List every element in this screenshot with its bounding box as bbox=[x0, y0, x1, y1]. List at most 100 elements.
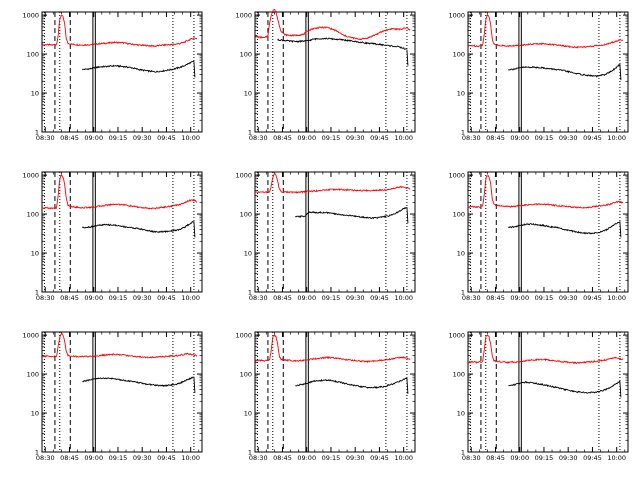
lld-series-line bbox=[41, 174, 198, 210]
y-tick-label: 100 bbox=[453, 211, 465, 219]
plot-frame bbox=[467, 171, 629, 293]
plot-frame bbox=[254, 331, 416, 453]
events-series-line bbox=[82, 376, 194, 388]
panel-det-7: 1 10 100 1000 08:30 08:45 09:00 09:15 09:30 09:45… bbox=[22, 331, 203, 462]
plot-frame bbox=[254, 11, 416, 133]
y-tick-label: 10 bbox=[457, 410, 465, 418]
x-tick-label: 09:00 bbox=[84, 134, 103, 142]
x-tick-label: 08:30 bbox=[36, 294, 55, 302]
y-tick-label: 10 bbox=[457, 90, 465, 98]
y-tick-label: 1000 bbox=[22, 172, 39, 180]
x-tick-label: 09:00 bbox=[297, 454, 316, 462]
lld-series-line bbox=[467, 334, 624, 365]
x-tick-label: 10:00 bbox=[181, 134, 200, 142]
x-tick-label: 08:45 bbox=[486, 134, 505, 142]
panel-det-4: 1 10 100 1000 08:30 08:45 09:00 09:15 09:30 09:45… bbox=[22, 171, 203, 302]
x-tick-label: 09:00 bbox=[510, 294, 529, 302]
events-series-tail bbox=[193, 221, 196, 238]
y-tick-label: 1 bbox=[35, 289, 39, 297]
y-tick-label: 100 bbox=[453, 371, 465, 379]
x-tick-label: 08:30 bbox=[462, 134, 481, 142]
y-tick-label: 100 bbox=[240, 371, 252, 379]
y-tick-label: 10 bbox=[244, 410, 252, 418]
y-tick-label: 100 bbox=[453, 51, 465, 59]
x-tick-label: 08:30 bbox=[249, 294, 268, 302]
y-tick-label: 100 bbox=[27, 371, 39, 379]
x-tick-label: 09:30 bbox=[559, 294, 578, 302]
x-tick-label: 10:00 bbox=[181, 454, 200, 462]
events-series-tail bbox=[193, 61, 196, 78]
events-series-line bbox=[277, 37, 407, 50]
y-tick-label: 1000 bbox=[448, 12, 465, 20]
panel-det-5: 1 10 100 1000 08:30 08:45 09:00 09:15 09:30 09:45… bbox=[235, 171, 416, 302]
panel-det-2: 1 10 100 1000 08:30 08:45 09:00 09:15 09:30 09:45… bbox=[235, 8, 416, 142]
panel-det-3: 1 10 100 1000 08:30 08:45 09:00 09:15 09:30 09:45… bbox=[448, 11, 629, 142]
y-tick-label: 1 bbox=[248, 449, 252, 457]
x-tick-label: 08:30 bbox=[36, 454, 55, 462]
events-series-tail bbox=[406, 207, 409, 224]
x-tick-label: 09:30 bbox=[346, 454, 365, 462]
x-tick-label: 09:15 bbox=[109, 134, 128, 142]
x-tick-label: 09:15 bbox=[322, 454, 341, 462]
x-tick-label: 10:00 bbox=[181, 294, 200, 302]
x-tick-label: 08:45 bbox=[273, 134, 292, 142]
x-tick-label: 09:30 bbox=[133, 454, 152, 462]
x-tick-label: 09:30 bbox=[133, 134, 152, 142]
panel-det-8: 1 10 100 1000 08:30 08:45 09:00 09:15 09:30 09:45… bbox=[235, 331, 416, 462]
y-tick-label: 1 bbox=[461, 449, 465, 457]
x-tick-label: 09:00 bbox=[84, 454, 103, 462]
x-tick-label: 10:00 bbox=[607, 294, 626, 302]
y-tick-label: 1 bbox=[248, 129, 252, 137]
plot-frame bbox=[41, 11, 203, 133]
lld-series-line bbox=[41, 14, 198, 48]
y-tick-label: 10 bbox=[244, 250, 252, 258]
y-tick-label: 1 bbox=[248, 289, 252, 297]
x-tick-label: 09:45 bbox=[157, 294, 176, 302]
y-tick-label: 100 bbox=[27, 211, 39, 219]
events-series-line bbox=[508, 380, 621, 394]
x-tick-label: 08:30 bbox=[462, 454, 481, 462]
x-tick-label: 08:45 bbox=[60, 134, 79, 142]
events-series-line bbox=[82, 221, 194, 234]
events-series-tail bbox=[619, 221, 622, 238]
y-tick-label: 1000 bbox=[22, 12, 39, 20]
y-tick-label: 1000 bbox=[22, 332, 39, 340]
x-tick-label: 09:15 bbox=[109, 454, 128, 462]
x-tick-label: 09:45 bbox=[370, 454, 389, 462]
x-tick-label: 08:45 bbox=[273, 454, 292, 462]
events-series-line bbox=[295, 377, 408, 390]
x-tick-label: 08:30 bbox=[36, 134, 55, 142]
plot-frame bbox=[467, 331, 629, 453]
x-tick-label: 08:45 bbox=[60, 294, 79, 302]
events-series-line bbox=[82, 60, 195, 73]
plot-frame bbox=[41, 331, 203, 453]
x-tick-label: 09:15 bbox=[109, 294, 128, 302]
x-tick-label: 08:45 bbox=[486, 294, 505, 302]
x-tick-label: 09:45 bbox=[370, 134, 389, 142]
plot-frame bbox=[41, 171, 203, 293]
y-tick-label: 10 bbox=[457, 250, 465, 258]
x-tick-label: 09:30 bbox=[346, 134, 365, 142]
x-tick-label: 09:45 bbox=[157, 454, 176, 462]
x-tick-label: 09:45 bbox=[370, 294, 389, 302]
y-tick-label: 10 bbox=[244, 90, 252, 98]
y-tick-label: 1 bbox=[35, 449, 39, 457]
x-tick-label: 09:30 bbox=[346, 294, 365, 302]
x-tick-label: 08:45 bbox=[273, 294, 292, 302]
x-tick-label: 09:30 bbox=[133, 294, 152, 302]
lld-series-line bbox=[467, 174, 624, 209]
x-tick-label: 09:00 bbox=[297, 134, 316, 142]
x-tick-label: 09:45 bbox=[583, 134, 602, 142]
lld-series-line bbox=[254, 8, 411, 41]
lld-series-line bbox=[41, 332, 198, 359]
x-tick-label: 09:00 bbox=[84, 294, 103, 302]
y-tick-label: 1000 bbox=[235, 332, 252, 340]
y-tick-label: 10 bbox=[31, 90, 39, 98]
y-tick-label: 1000 bbox=[448, 172, 465, 180]
x-tick-label: 09:15 bbox=[322, 134, 341, 142]
x-tick-label: 09:45 bbox=[583, 294, 602, 302]
x-tick-label: 08:45 bbox=[486, 454, 505, 462]
y-tick-label: 1 bbox=[461, 289, 465, 297]
y-tick-label: 1 bbox=[35, 129, 39, 137]
